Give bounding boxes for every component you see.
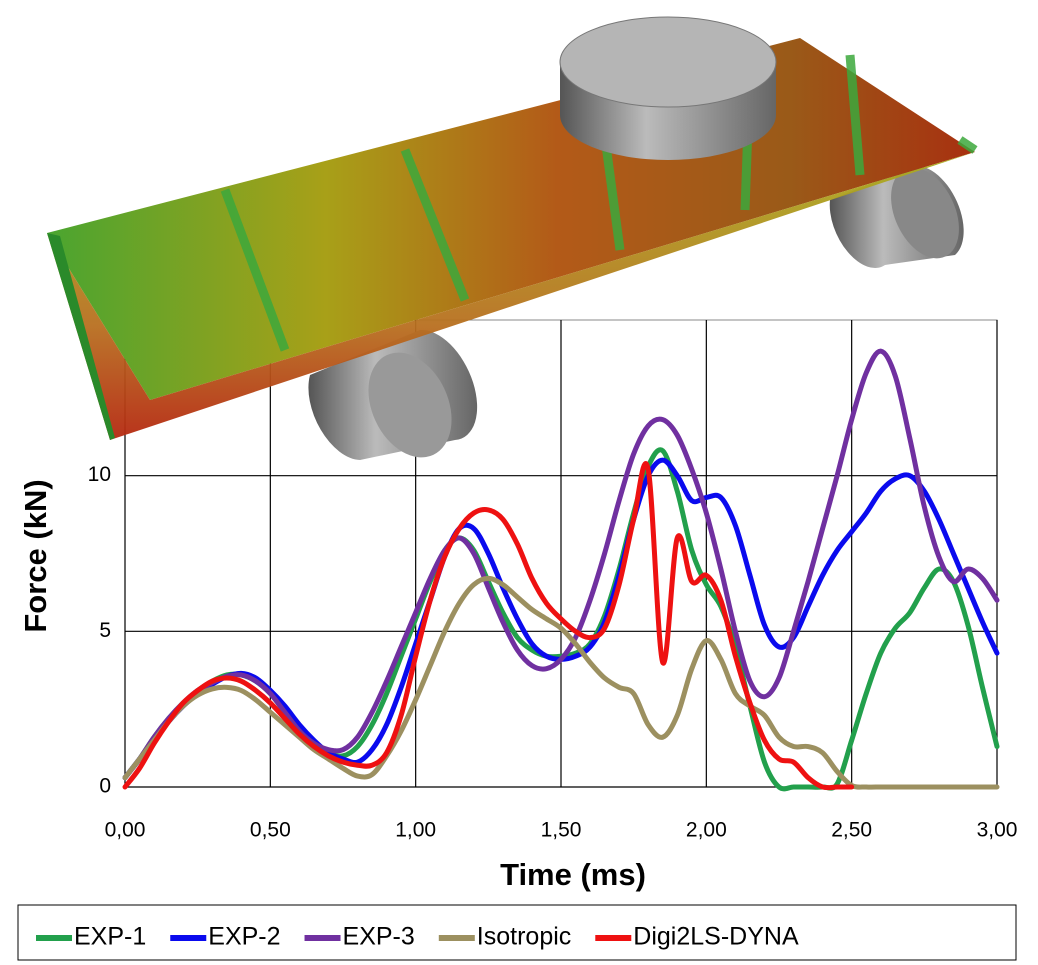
chart: 0 5 10 0,00 0,50 1,00 1,50 2,00 2,50 3,00 Time (m… [0,0,1038,965]
x-tick-label: 3,00 [977,819,1018,842]
legend-label: EXP-3 [343,923,415,951]
y-tick-label: 5 [99,619,111,642]
impactor-top [560,17,776,107]
x-tick-label: 2,50 [831,819,872,842]
legend-label: Isotropic [477,923,571,951]
y-tick-label: 0 [99,775,111,798]
legend-label: EXP-2 [208,923,280,951]
legend-label: EXP-1 [74,923,146,951]
y-tick-label: 10 [88,463,111,486]
y-axis-title: Force (kN) [18,479,53,632]
x-tick-label: 0,00 [105,819,146,842]
legend-label: Digi2LS-DYNA [633,923,799,951]
x-axis-title: Time (ms) [500,857,646,892]
x-tick-label: 0,50 [250,819,291,842]
x-tick-label: 1,00 [395,819,436,842]
x-tick-label: 2,00 [686,819,727,842]
x-tick-label: 1,50 [541,819,582,842]
